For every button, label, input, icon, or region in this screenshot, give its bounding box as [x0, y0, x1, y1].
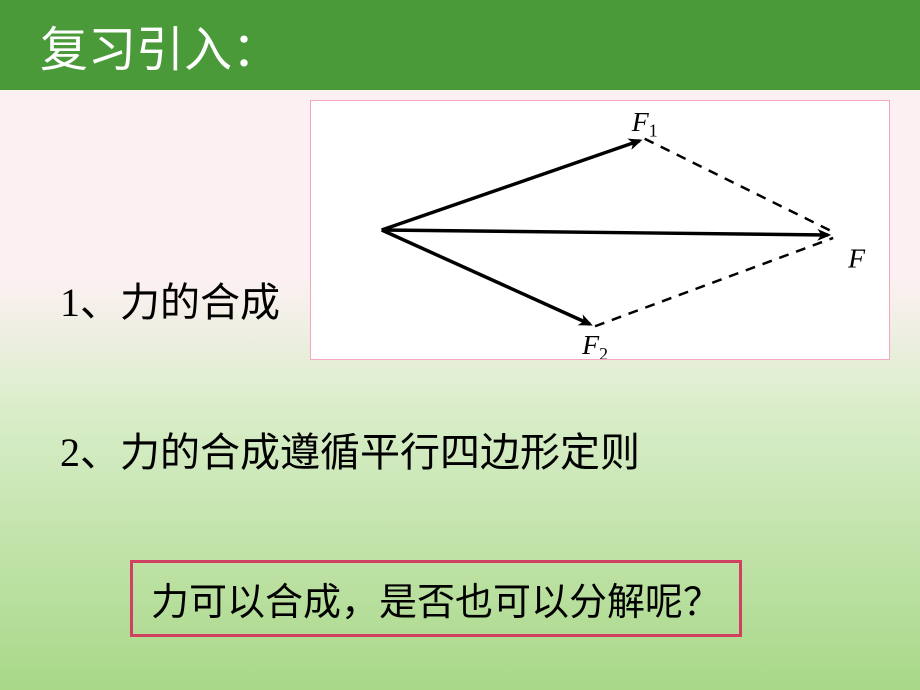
label-f2: F2 — [581, 330, 608, 359]
force-diagram: F1 F2 F — [310, 100, 890, 360]
question-text: 力可以合成，是否也可以分解呢？ — [151, 582, 721, 624]
dash-f1-f — [645, 139, 834, 232]
point-1: 1、力的合成 — [60, 270, 280, 328]
content-block: 1、力的合成 — [60, 270, 280, 388]
vector-f2 — [382, 230, 590, 324]
header-title: 复习引入： — [40, 10, 280, 80]
label-f: F — [847, 244, 866, 275]
slide-header: 复习引入： — [0, 0, 920, 90]
point-2: 2、力的合成遵循平行四边形定则 — [60, 420, 640, 478]
vector-f1 — [382, 141, 640, 230]
question-box: 力可以合成，是否也可以分解呢？ — [130, 560, 742, 637]
parallelogram-svg: F1 F2 F — [311, 101, 889, 359]
label-f1: F1 — [631, 107, 658, 141]
dash-f2-f — [595, 238, 833, 326]
vector-f — [382, 230, 829, 235]
